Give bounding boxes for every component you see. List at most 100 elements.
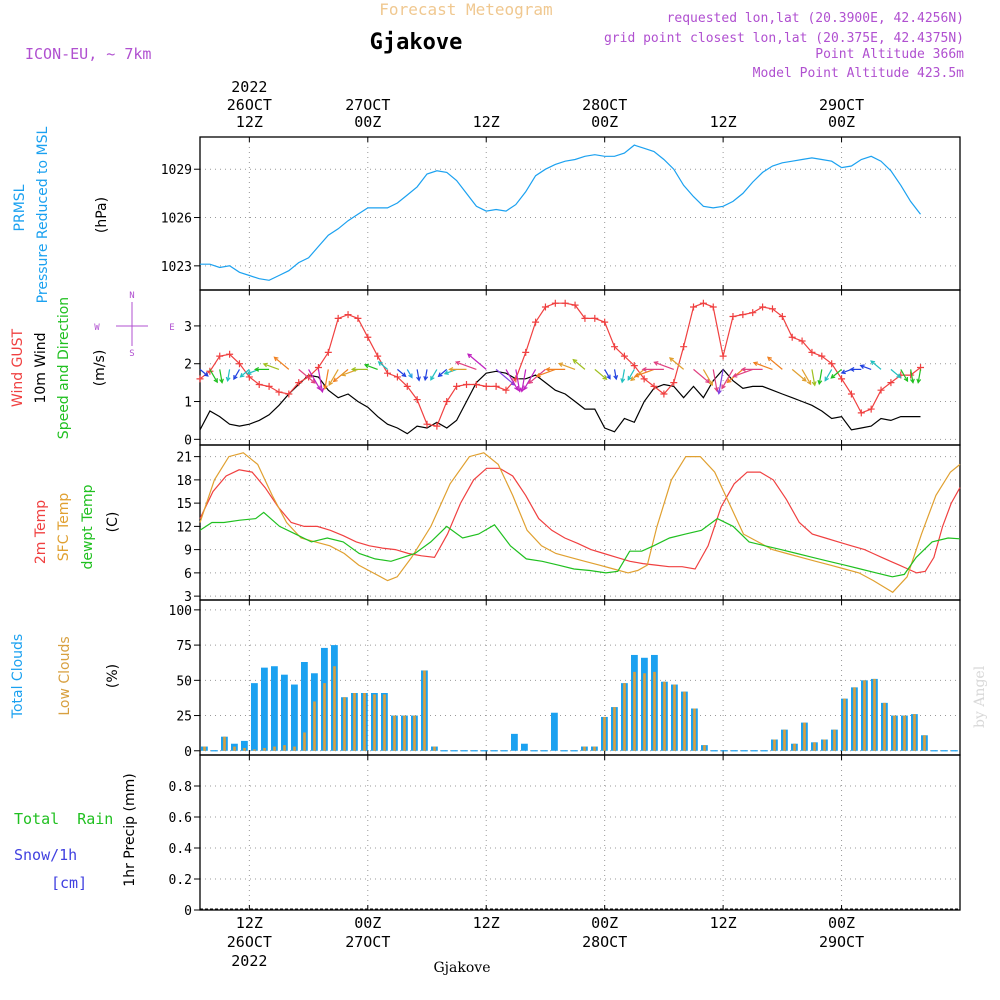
total-cloud-bar: [291, 684, 298, 751]
wind-arrow: [870, 360, 882, 370]
wind-arrow-head: [817, 379, 823, 386]
total-cloud-bar: [511, 733, 518, 751]
total-cloud-bar: [471, 750, 478, 752]
wind-arrow-head: [633, 372, 640, 378]
wind-arrow-head: [806, 380, 812, 386]
x-hour-bottom: 00Z: [591, 914, 618, 932]
sfc-temp-label: SFC Temp: [56, 493, 72, 562]
gust-marker: [453, 382, 461, 390]
low-cloud-bar: [683, 691, 686, 751]
gust-marker: [798, 337, 806, 345]
wind-arrow-head: [262, 362, 268, 368]
low-cloud-bar: [233, 746, 236, 751]
gust-marker: [561, 299, 569, 307]
gust-marker: [778, 312, 786, 320]
gust-marker: [235, 360, 243, 368]
low-cloud-bar: [593, 746, 596, 751]
wind-arrow: [860, 365, 872, 370]
wind-arrow: [444, 368, 457, 375]
wind-arrow: [733, 368, 753, 377]
low-cloud-bar: [393, 715, 396, 751]
wind-arrow-head: [448, 366, 454, 372]
low-cloud-bar: [423, 670, 426, 751]
compass-s: S: [129, 349, 134, 359]
gust-marker: [857, 409, 865, 417]
wind-arrow: [416, 369, 420, 381]
gust-marker: [295, 379, 303, 387]
wind-arrow-head: [630, 376, 636, 382]
low-cloud-bar: [403, 715, 406, 751]
wind-arrow: [333, 368, 349, 382]
low-cloud-bar: [223, 736, 226, 751]
wind-arrow-head: [653, 361, 659, 366]
wind-arrow: [791, 368, 807, 382]
y-tick-label: 50: [176, 674, 192, 689]
x-date-bottom: 29OCT: [819, 933, 864, 951]
y-tick-label: 12: [176, 520, 192, 535]
low-cloud-bar: [303, 732, 306, 751]
y-tick-label: 18: [176, 474, 192, 489]
total-cloud-bar: [761, 750, 768, 752]
wind-arrow-head: [740, 366, 746, 372]
gust-marker: [768, 305, 776, 313]
wind-arrow-head: [545, 366, 551, 372]
clouds-unit: (%): [105, 664, 121, 688]
total-cloud-bar: [551, 712, 558, 751]
wind-arrow-head: [523, 385, 528, 391]
low-cloud-bar: [353, 693, 356, 751]
gust-marker: [719, 352, 727, 360]
grid-point-coords: grid point closest lon,lat (20.375E, 42.…: [604, 31, 964, 46]
total-cloud-bar: [281, 674, 288, 751]
wind-arrow: [712, 369, 718, 392]
gust-marker: [660, 390, 668, 398]
wind-arrow: [693, 368, 710, 384]
gust-marker: [680, 343, 688, 351]
gust-marker: [620, 352, 628, 360]
gust-marker: [226, 350, 234, 358]
gust-marker: [838, 375, 846, 383]
snow-unit: [cm]: [51, 874, 87, 892]
total-cloud-bar: [481, 750, 488, 752]
total-cloud-bar: [461, 750, 468, 752]
x-hour-top: 12Z: [710, 113, 737, 131]
wind-arrow-head: [870, 360, 876, 366]
wind-arrow: [406, 369, 413, 378]
point-altitude: Point Altitude 366m: [815, 47, 964, 62]
wind-label: 10m Wind: [33, 332, 49, 403]
wind-arrow: [521, 369, 527, 392]
wind-arrow-head: [620, 378, 626, 384]
y-tick-label: 3: [184, 320, 192, 335]
wind-arrow: [199, 368, 209, 377]
low-cloud-bar: [673, 684, 676, 751]
wind-arrow-head: [401, 372, 407, 378]
wind-arrow-head: [830, 374, 836, 379]
gust-label: Wind GUST: [10, 328, 26, 407]
x-date-top: 28OCT: [582, 96, 627, 114]
gust-marker: [709, 303, 717, 311]
wind-arrow: [227, 369, 231, 381]
total-cloud-bar: [561, 750, 568, 752]
gust-marker: [354, 314, 362, 322]
wind-arrow-head: [708, 380, 713, 386]
tsfc-line: [199, 452, 961, 594]
x-date-top: 29OCT: [819, 96, 864, 114]
y-tick-label: 21: [176, 451, 192, 466]
gust-marker: [423, 420, 431, 428]
gust-marker: [334, 314, 342, 322]
x-date-bottom: 27OCT: [345, 933, 390, 951]
wind-arrow-head: [627, 375, 632, 381]
y-tick-label: 0.2: [169, 873, 192, 888]
y-tick-label: 1023: [161, 260, 192, 275]
gust-marker: [285, 390, 293, 398]
wind-arrow-head: [219, 378, 224, 384]
temp-unit: (C): [105, 512, 121, 533]
low-cloud-bar: [433, 746, 436, 751]
y-tick-label: 0.8: [169, 780, 192, 795]
panel-frame: [199, 444, 961, 601]
total-cloud-bar: [271, 666, 278, 751]
wind-arrow: [917, 369, 922, 383]
wind-arrow-head: [716, 389, 722, 395]
wind-arrow-head: [323, 384, 328, 391]
gust-marker: [374, 352, 382, 360]
